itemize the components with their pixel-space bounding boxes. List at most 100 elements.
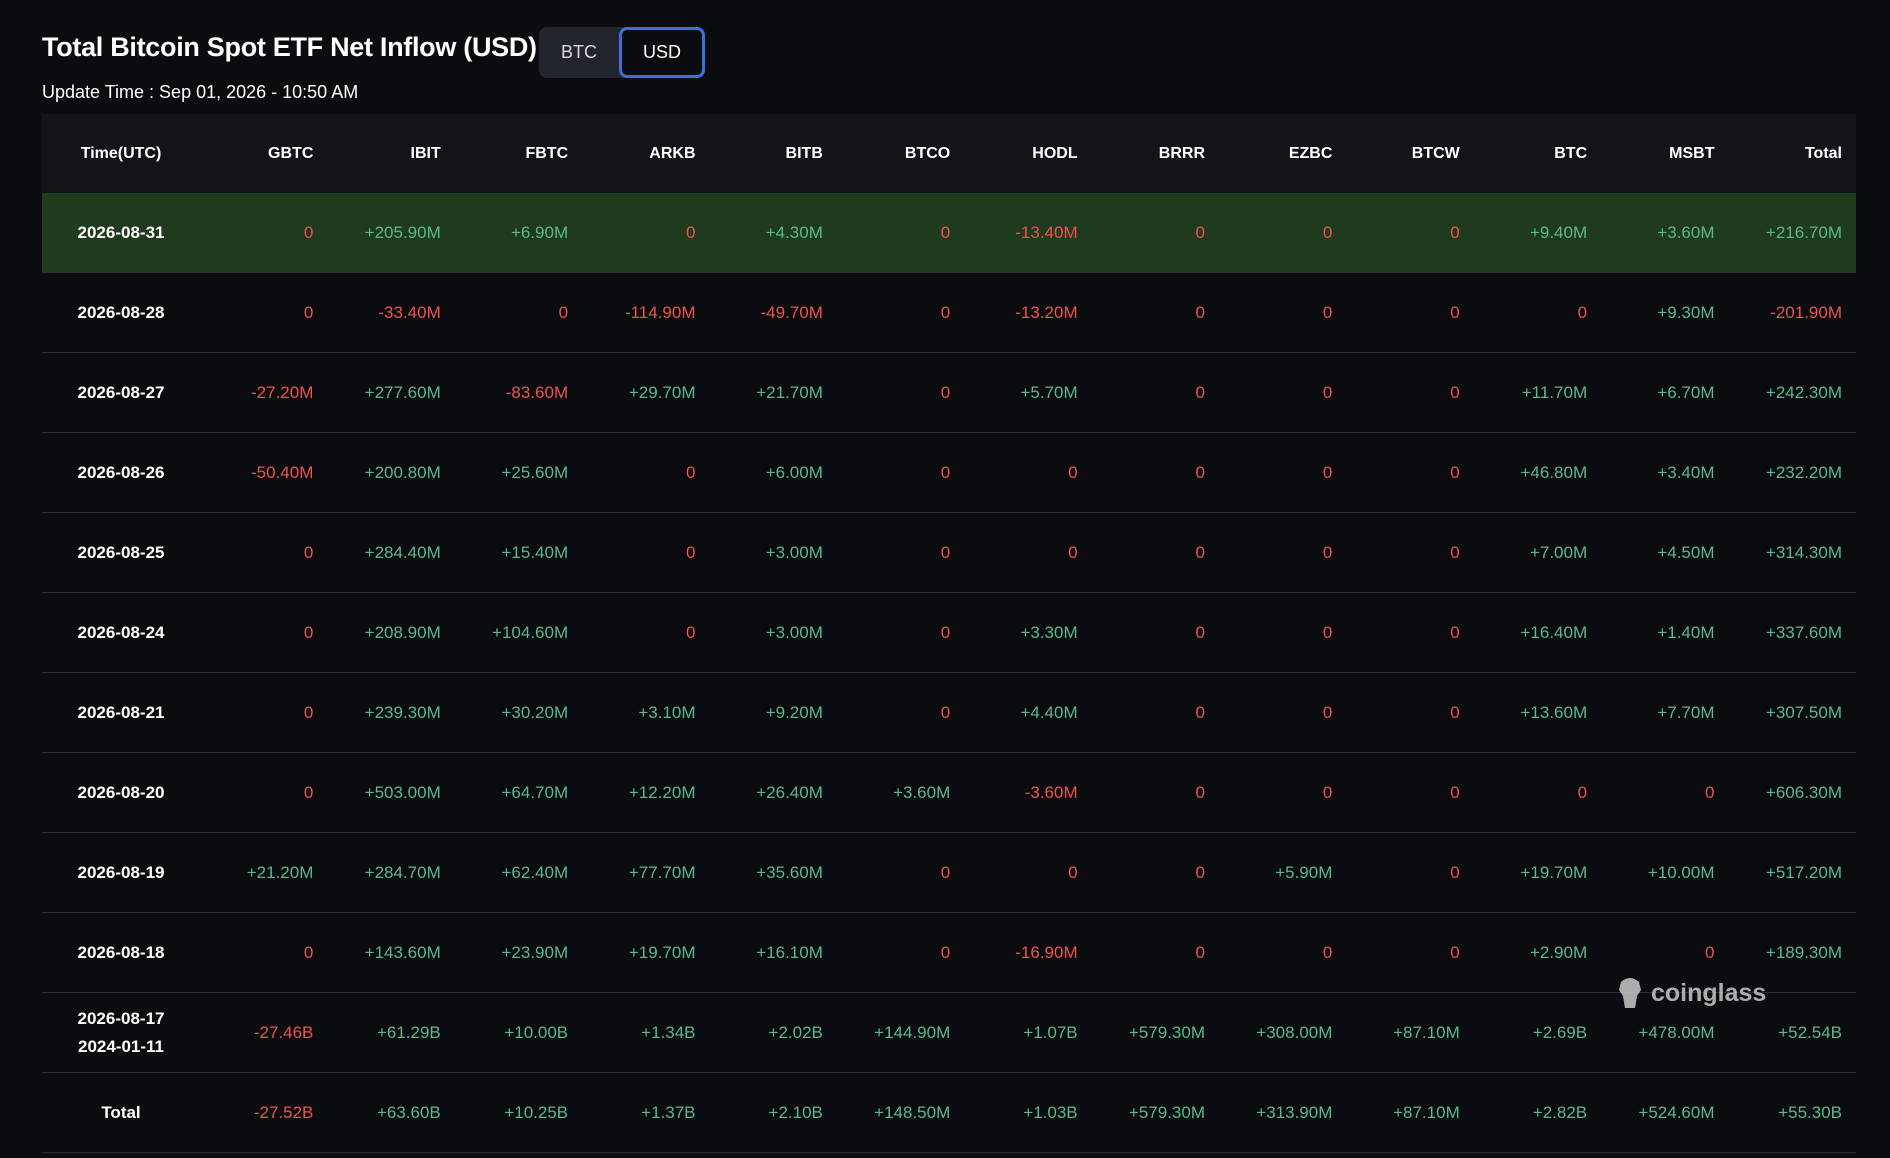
date-cell: 2026-08-21 — [42, 672, 200, 753]
value-cell: 0 — [1091, 672, 1219, 753]
column-header: Time(UTC) — [42, 114, 200, 193]
value-cell: +606.30M — [1728, 752, 1856, 833]
date-line: 2024-01-11 — [77, 1036, 165, 1056]
value-cell: -83.60M — [454, 352, 583, 433]
table-row: Total -27.52B +63.60B +10.25B +1.37B +2.10B +1… — [42, 1072, 1856, 1153]
value-cell: 0 — [1346, 592, 1474, 673]
value-cell: +284.70M — [327, 832, 455, 913]
value-cell: +26.40M — [709, 752, 837, 833]
unit-toggle: BTC USD — [539, 27, 705, 78]
value-cell: 0 — [1473, 752, 1602, 833]
value-cell: +579.30M — [1091, 1072, 1219, 1153]
table-row: 2026-08-26 -50.40M +200.80M +25.60M 0 +6.00M 0… — [42, 432, 1856, 513]
value-cell: 0 — [1219, 272, 1347, 353]
value-cell: +216.70M — [1728, 193, 1856, 273]
value-cell: +579.30M — [1091, 992, 1219, 1073]
value-cell: +9.40M — [1473, 193, 1602, 273]
value-cell: 0 — [1346, 512, 1474, 593]
value-cell: +3.30M — [964, 592, 1092, 673]
value-cell: 0 — [836, 512, 965, 593]
value-cell: 0 — [1091, 832, 1219, 913]
value-cell: -27.20M — [200, 352, 328, 433]
date-cell: Total — [42, 1072, 200, 1153]
value-cell: 0 — [964, 432, 1092, 513]
value-cell: +239.30M — [327, 672, 455, 753]
value-cell: +2.10B — [709, 1072, 837, 1153]
table-row: 2026-08-19 +21.20M +284.70M +62.40M +77.70M +… — [42, 832, 1856, 913]
value-cell: +2.90M — [1473, 912, 1602, 993]
value-cell: 0 — [964, 832, 1092, 913]
value-cell: +5.70M — [964, 352, 1092, 433]
value-cell: 0 — [1219, 592, 1347, 673]
value-cell: +7.70M — [1601, 672, 1729, 753]
value-cell: +6.00M — [709, 432, 837, 513]
value-cell: +277.60M — [327, 352, 455, 433]
value-cell: +313.90M — [1219, 1072, 1347, 1153]
column-header: ARKB — [582, 114, 710, 193]
toggle-button[interactable]: BTC — [561, 42, 597, 62]
value-cell: +16.40M — [1473, 592, 1602, 673]
value-cell: 0 — [1219, 432, 1347, 513]
value-cell: +21.70M — [709, 352, 837, 433]
value-cell: +3.60M — [836, 752, 965, 833]
column-header: FBTC — [454, 114, 583, 193]
column-header: BRRR — [1091, 114, 1219, 193]
value-cell: +6.90M — [454, 193, 583, 273]
value-cell: 0 — [1091, 912, 1219, 993]
value-cell: +517.20M — [1728, 832, 1856, 913]
watermark-text: coinglass — [1651, 978, 1767, 1007]
value-cell: 0 — [1091, 752, 1219, 833]
value-cell: 0 — [1219, 912, 1347, 993]
value-cell: +16.10M — [709, 912, 837, 993]
toggle-button[interactable]: USD — [619, 27, 705, 78]
column-header: EZBC — [1219, 114, 1347, 193]
value-cell: 0 — [1091, 512, 1219, 593]
value-cell: 0 — [1346, 193, 1474, 273]
value-cell: +19.70M — [1473, 832, 1602, 913]
value-cell: +2.02B — [709, 992, 837, 1073]
value-cell: 0 — [1091, 592, 1219, 673]
table-row: 2026-08-31 0 +205.90M +6.90M 0 +4.30M 0 -13.40M… — [42, 193, 1856, 273]
watermark-icon — [1619, 978, 1641, 1008]
value-cell: +3.60M — [1601, 193, 1729, 273]
value-cell: 0 — [836, 193, 965, 273]
value-cell: +87.10M — [1346, 992, 1474, 1073]
table-row: 2026-08-25 0 +284.40M +15.40M 0 +3.00M 0 0 0 0 0 +7… — [42, 512, 1856, 593]
value-cell: 0 — [454, 272, 583, 353]
date-cell: 2026-08-24 — [42, 592, 200, 673]
value-cell: 0 — [1346, 432, 1474, 513]
value-cell: 0 — [836, 592, 965, 673]
value-cell: 0 — [200, 672, 328, 753]
table-row: 2026-08-20 0 +503.00M +64.70M +12.20M +26.40M… — [42, 752, 1856, 833]
value-cell: +1.37B — [582, 1072, 710, 1153]
column-header: Total — [1728, 114, 1856, 193]
inflow-table: Time(UTC) GBTC IBIT FBTC ARKB BITB BTCO HODL BRR… — [42, 114, 1856, 1153]
value-cell: 0 — [1091, 272, 1219, 353]
value-cell: +1.40M — [1601, 592, 1729, 673]
value-cell: 0 — [582, 512, 710, 593]
value-cell: +35.60M — [709, 832, 837, 913]
value-cell: +3.00M — [709, 512, 837, 593]
value-cell: +144.90M — [836, 992, 965, 1073]
date-cell: 2026-08-25 — [42, 512, 200, 593]
value-cell: +5.90M — [1219, 832, 1347, 913]
table-row: 2026-08-18 0 +143.60M +23.90M +19.70M +16.10M… — [42, 912, 1856, 993]
table-row: 2026-08-24 0 +208.90M +104.60M 0 +3.00M 0 +3.30… — [42, 592, 1856, 673]
value-cell: -49.70M — [709, 272, 837, 353]
date-cell: 2026-08-31 — [42, 193, 200, 273]
value-cell: +62.40M — [454, 832, 583, 913]
date-cell: 2026-08-17 2024-01-11 — [42, 992, 200, 1073]
value-cell: +337.60M — [1728, 592, 1856, 673]
value-cell: +10.00M — [1601, 832, 1729, 913]
value-cell: -13.40M — [964, 193, 1092, 273]
date-cell: 2026-08-26 — [42, 432, 200, 513]
value-cell: +284.40M — [327, 512, 455, 593]
value-cell: +1.34B — [582, 992, 710, 1073]
value-cell: 0 — [836, 352, 965, 433]
value-cell: 0 — [200, 512, 328, 593]
value-cell: +12.20M — [582, 752, 710, 833]
value-cell: -50.40M — [200, 432, 328, 513]
column-header: BTC — [1473, 114, 1602, 193]
value-cell: 0 — [200, 193, 328, 273]
